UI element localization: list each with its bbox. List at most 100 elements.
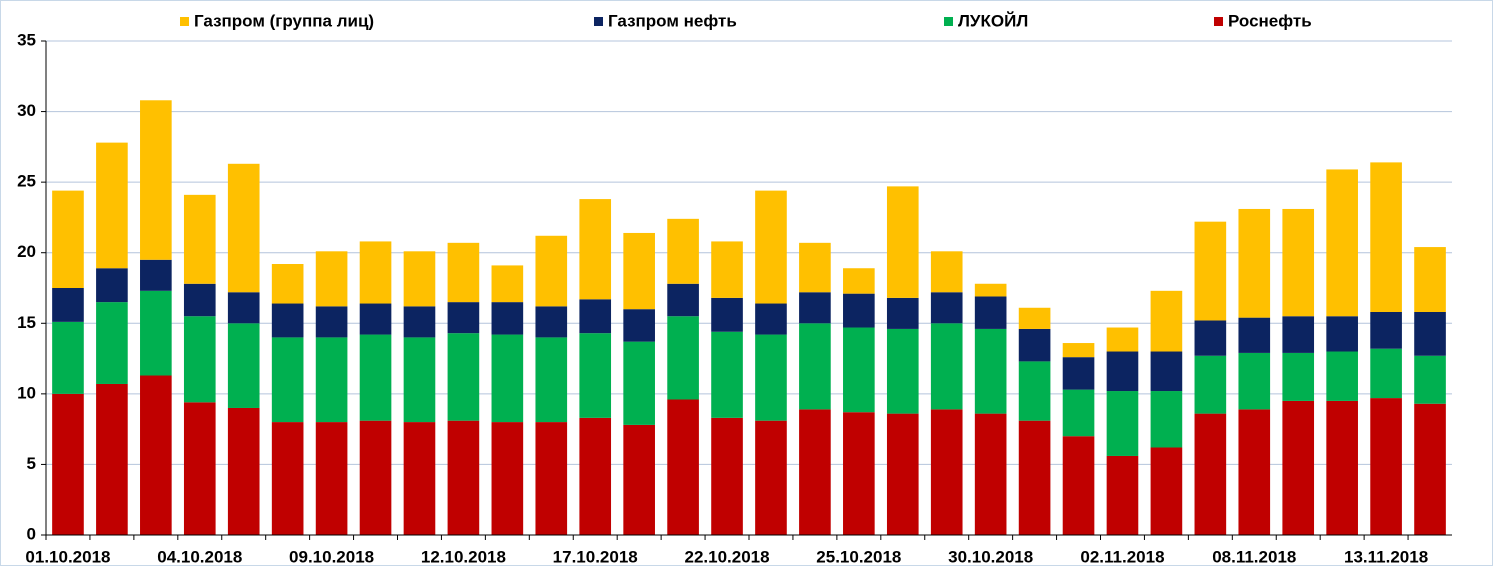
- bar-segment: [491, 334, 524, 423]
- bar-segment: [535, 337, 568, 423]
- bar-segment: [799, 323, 831, 410]
- bar-segment: [1018, 361, 1051, 421]
- bar-segment: [886, 186, 919, 298]
- bar-segment: [1018, 420, 1051, 535]
- bar-segment: [52, 393, 84, 535]
- bar-segment: [1370, 311, 1402, 349]
- bar-segment: [974, 413, 1007, 535]
- bar-segment: [52, 288, 84, 322]
- bar-segment: [1150, 351, 1183, 392]
- bar-segment: [1414, 247, 1446, 312]
- bar-segment: [667, 218, 699, 284]
- bar-segment: [579, 199, 612, 300]
- bar-segment: [271, 337, 304, 423]
- bar-segment: [140, 100, 172, 260]
- bar-segment: [755, 420, 787, 535]
- bar-segment: [359, 303, 392, 335]
- bar-segment: [623, 341, 655, 425]
- bar-segment: [974, 328, 1007, 414]
- bar-segment: [843, 327, 875, 413]
- bar-segment: [315, 337, 348, 423]
- y-tick-label: 25: [17, 172, 36, 191]
- bar-segment: [227, 163, 260, 293]
- bar-segment: [1326, 351, 1358, 401]
- bar-segment: [1414, 355, 1446, 404]
- bar-segment: [359, 334, 392, 421]
- legend-label: Роснефть: [1228, 11, 1312, 30]
- bar-segment: [667, 316, 699, 400]
- y-tick-label: 35: [17, 30, 36, 49]
- bar-segment: [974, 283, 1007, 297]
- bar-segment: [799, 292, 831, 324]
- bar-segment: [843, 268, 875, 294]
- bar-segment: [1106, 391, 1139, 456]
- bar-segment: [1194, 221, 1227, 321]
- x-tick-label: 09.10.2018: [289, 547, 374, 566]
- x-tick-label: 04.10.2018: [157, 547, 242, 566]
- bar-segment: [711, 417, 743, 535]
- bar-segment: [1414, 311, 1446, 356]
- bar-segment: [579, 333, 612, 418]
- bar-segment: [1326, 400, 1358, 535]
- bar-segment: [403, 251, 436, 307]
- bar-segment: [447, 420, 480, 535]
- bar-segment: [315, 306, 348, 338]
- bar-segment: [227, 292, 260, 324]
- bar-segment: [447, 242, 480, 303]
- bar-segment: [403, 337, 436, 423]
- legend-label: ЛУКОЙЛ: [958, 11, 1028, 30]
- legend-swatch: [1214, 17, 1223, 26]
- bar-segment: [1238, 352, 1271, 410]
- bar-segment: [1282, 316, 1315, 353]
- legend-label: Газпром нефть: [608, 11, 737, 30]
- bar-segment: [183, 283, 216, 317]
- legend-label: Газпром (группа лиц): [194, 11, 374, 30]
- bar-segment: [1326, 169, 1358, 317]
- legend-swatch: [944, 17, 953, 26]
- legend-swatch: [594, 17, 603, 26]
- bar-segment: [271, 264, 304, 304]
- bar-segment: [755, 334, 787, 421]
- y-tick-label: 0: [27, 524, 36, 543]
- bar-segment: [1238, 409, 1271, 535]
- bar-segment: [227, 323, 260, 408]
- bar-segment: [1106, 351, 1139, 392]
- x-tick-label: 02.11.2018: [1080, 547, 1164, 566]
- bar-segment: [315, 251, 348, 307]
- bar-segment: [447, 333, 480, 421]
- bar-segment: [535, 306, 568, 338]
- bar-segment: [227, 407, 260, 535]
- bar-segment: [271, 303, 304, 338]
- bar-segment: [96, 268, 128, 303]
- y-tick-label: 20: [17, 242, 36, 261]
- bar-segment: [491, 265, 524, 303]
- bar-segment: [1238, 208, 1271, 318]
- y-tick-label: 30: [17, 101, 36, 120]
- bar-segment: [96, 142, 128, 269]
- bar-segment: [183, 402, 216, 535]
- x-tick-label: 25.10.2018: [816, 547, 901, 566]
- bar-segment: [1370, 162, 1402, 312]
- bar-segment: [711, 331, 743, 418]
- bar-segment: [930, 323, 963, 410]
- bar-segment: [271, 422, 304, 535]
- bar-segment: [886, 297, 919, 329]
- bar-segment: [535, 422, 568, 535]
- x-tick-label: 08.11.2018: [1212, 547, 1296, 566]
- bar-segment: [799, 242, 831, 293]
- bar-segment: [1062, 343, 1095, 358]
- bar-segment: [843, 293, 875, 328]
- legend-swatch: [180, 17, 189, 26]
- bar-segment: [1062, 436, 1095, 535]
- x-tick-label: 22.10.2018: [684, 547, 769, 566]
- bar-segment: [1194, 413, 1227, 535]
- bar-segment: [140, 290, 172, 376]
- bar-segment: [579, 417, 612, 535]
- bar-segment: [667, 283, 699, 317]
- bar-segment: [1018, 328, 1051, 362]
- bar-segment: [403, 306, 436, 338]
- bar-segment: [623, 309, 655, 342]
- bar-segment: [403, 422, 436, 535]
- bar-segment: [1238, 317, 1271, 353]
